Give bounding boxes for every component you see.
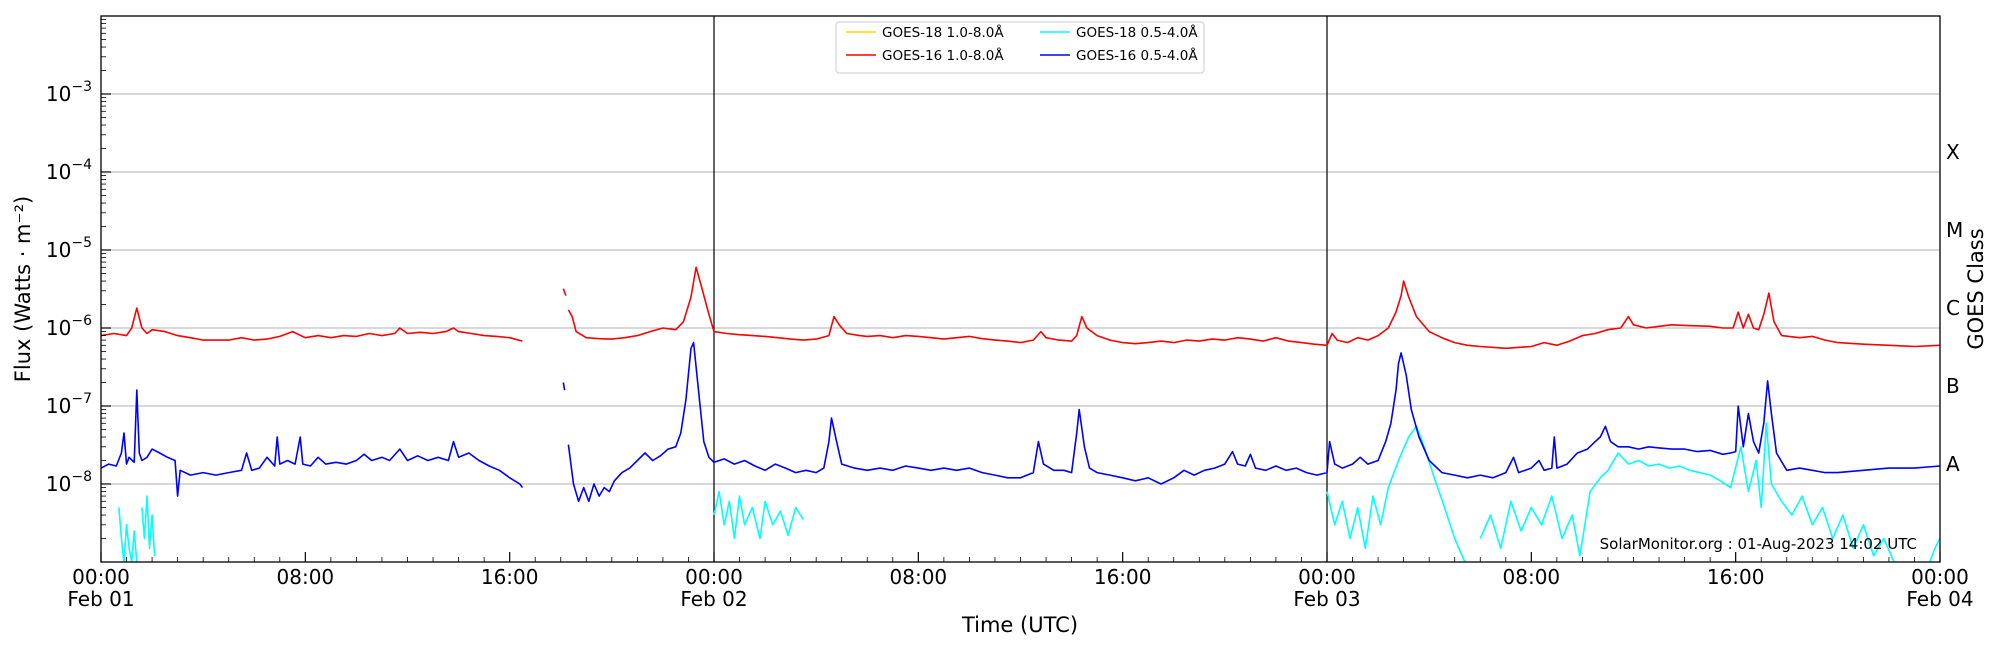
y-tick-mantissa: 10 — [46, 316, 71, 340]
legend-entry: GOES-16 1.0-8.0Å — [882, 47, 1004, 64]
series-line — [567, 266, 1940, 350]
plot-area — [101, 16, 1940, 562]
series-line — [101, 389, 524, 497]
x-tick-date: Feb 03 — [1293, 587, 1360, 611]
series-line — [118, 507, 138, 562]
y-tick-label: 10−5 — [46, 235, 92, 262]
x-tick-time: 00:00 — [1298, 565, 1356, 589]
x-tick-time: 08:00 — [277, 565, 335, 589]
legend-entry: GOES-18 1.0-8.0Å — [882, 24, 1004, 41]
y-tick-label: 10−7 — [46, 391, 92, 418]
x-tick-date: Feb 02 — [680, 587, 747, 611]
y-tick-exponent: −8 — [71, 469, 92, 485]
series-1 — [118, 422, 1940, 562]
legend-entry: GOES-18 0.5-4.0Å — [1076, 24, 1198, 41]
y-tick-exponent: −4 — [71, 157, 92, 173]
series-line — [562, 382, 566, 391]
x-tick-time: 16:00 — [1094, 565, 1152, 589]
y-tick-labels: 10−810−710−610−510−410−3 — [46, 79, 92, 496]
y-tick-mantissa: 10 — [46, 394, 71, 418]
goes-class-label: B — [1946, 374, 1960, 398]
y-tick-exponent: −7 — [71, 391, 92, 407]
grid-lines — [101, 93, 1940, 485]
y-axis-label: Flux (Watts · m⁻²) — [11, 196, 35, 382]
right-axis-label: GOES Class — [1964, 228, 1988, 349]
goes-class-label: C — [1946, 296, 1960, 320]
y-tick-label: 10−4 — [46, 157, 92, 184]
series-2 — [101, 266, 1940, 350]
x-tick-date: Feb 04 — [1906, 587, 1973, 611]
x-tick-time: 00:00 — [72, 565, 130, 589]
y-tick-exponent: −6 — [71, 313, 92, 329]
y-tick-mantissa: 10 — [46, 472, 71, 496]
x-tick-time: 08:00 — [1503, 565, 1561, 589]
series-line — [141, 495, 156, 556]
series-line — [1326, 425, 1466, 562]
series-group — [101, 266, 1940, 562]
goes-class-label: A — [1946, 452, 1960, 476]
x-tick-time: 16:00 — [481, 565, 539, 589]
series-3 — [101, 341, 1940, 503]
y-tick-label: 10−6 — [46, 313, 92, 340]
series-line — [562, 288, 567, 296]
x-tick-date: Feb 01 — [67, 587, 134, 611]
goes-class-labels: A B C M X — [1946, 140, 1963, 476]
x-axis-label: Time (UTC) — [961, 613, 1078, 637]
y-tick-mantissa: 10 — [46, 160, 71, 184]
watermark: SolarMonitor.org : 01-Aug-2023 14:02 UTC — [1600, 535, 1917, 553]
series-line — [1929, 538, 1940, 562]
legend-entry: GOES-16 0.5-4.0Å — [1076, 47, 1198, 64]
legend: GOES-18 1.0-8.0Å GOES-16 1.0-8.0Å GOES-18 … — [835, 21, 1205, 74]
y-tick-exponent: −3 — [71, 79, 92, 95]
goes-class-label: M — [1946, 218, 1963, 242]
x-tick-time: 00:00 — [685, 565, 743, 589]
y-tick-label: 10−8 — [46, 469, 92, 496]
series-line — [567, 341, 1940, 503]
y-tick-label: 10−3 — [46, 79, 92, 106]
series-line — [713, 490, 805, 540]
axis-ticks — [100, 19, 1941, 562]
x-tick-time: 16:00 — [1707, 565, 1765, 589]
y-tick-exponent: −5 — [71, 235, 92, 251]
y-tick-mantissa: 10 — [46, 238, 71, 262]
goes-class-label: X — [1946, 140, 1960, 164]
series-line — [101, 307, 523, 342]
y-tick-mantissa: 10 — [46, 82, 71, 106]
x-tick-time: 00:00 — [1911, 565, 1969, 589]
x-tick-time: 08:00 — [890, 565, 948, 589]
legend-box — [835, 21, 1205, 74]
series-line — [1479, 422, 1895, 562]
